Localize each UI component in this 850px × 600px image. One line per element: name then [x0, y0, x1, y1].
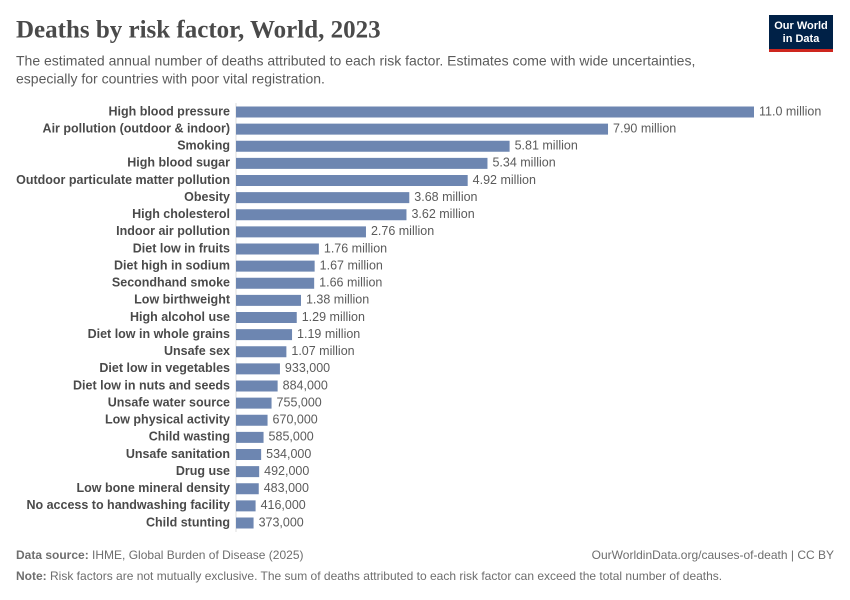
category-label: Diet low in whole grains [88, 327, 230, 341]
bar [236, 483, 259, 495]
value-label: 3.68 million [414, 190, 477, 204]
bar [236, 414, 268, 426]
bar [236, 140, 510, 152]
category-label: Diet low in fruits [133, 241, 230, 255]
bar [236, 466, 260, 478]
bar [236, 157, 488, 169]
value-label: 416,000 [261, 498, 306, 512]
chart-title: Deaths by risk factor, World, 2023 [16, 17, 381, 44]
bar [236, 397, 272, 409]
bar [236, 209, 407, 221]
bar [236, 192, 410, 204]
bar [236, 294, 301, 306]
category-label: Child stunting [146, 515, 230, 529]
category-label: Low birthweight [134, 293, 231, 307]
bar [236, 500, 256, 512]
value-label: 2.76 million [371, 224, 434, 238]
bar [236, 277, 315, 289]
bar [236, 243, 319, 255]
value-label: 7.90 million [613, 121, 676, 135]
category-label: High cholesterol [132, 207, 230, 221]
category-label: Unsafe sanitation [126, 447, 230, 461]
source-label: Data source: [16, 548, 89, 562]
category-label: High blood sugar [127, 156, 230, 170]
bar [236, 517, 254, 529]
category-label: Air pollution (outdoor & indoor) [43, 121, 230, 135]
value-label: 670,000 [273, 413, 318, 427]
bar [236, 329, 293, 341]
value-label: 483,000 [264, 481, 309, 495]
bar [236, 226, 366, 238]
value-label: 585,000 [269, 430, 314, 444]
category-label: No access to handwashing facility [26, 498, 230, 512]
value-label: 1.19 million [297, 327, 360, 341]
value-label: 373,000 [259, 515, 304, 529]
bar [236, 312, 297, 323]
note: Note: Risk factors are not mutually excl… [16, 569, 722, 583]
category-label: Unsafe water source [108, 395, 230, 409]
value-label: 11.0 million [759, 104, 821, 118]
note-text: Risk factors are not mutually exclusive.… [50, 569, 722, 583]
category-label: Diet low in vegetables [99, 361, 230, 375]
logo-box [769, 15, 833, 50]
subtitle: The estimated annual number of deaths at… [16, 53, 695, 69]
bar [236, 123, 609, 135]
value-label: 1.66 million [319, 276, 382, 290]
category-label: Low bone mineral density [77, 481, 231, 495]
value-label: 1.29 million [302, 310, 365, 324]
source: Data source: IHME, Global Burden of Dise… [16, 548, 303, 562]
bar [236, 175, 468, 186]
category-label: High blood pressure [108, 104, 230, 118]
category-label: Low physical activity [105, 413, 230, 427]
bar [236, 380, 278, 392]
category-label: Drug use [176, 464, 230, 478]
category-label: Diet high in sodium [114, 258, 230, 272]
bar [236, 431, 264, 443]
value-label: 755,000 [277, 395, 322, 409]
category-label: Secondhand smoke [112, 276, 230, 290]
value-label: 4.92 million [473, 173, 536, 187]
bar [236, 260, 315, 272]
value-label: 884,000 [283, 378, 328, 392]
value-label: 933,000 [285, 361, 330, 375]
bar [236, 106, 754, 118]
logo-stripe [769, 49, 833, 52]
category-label: Smoking [177, 139, 230, 153]
value-label: 534,000 [266, 447, 311, 461]
source-text: IHME, Global Burden of Disease (2025) [92, 548, 303, 562]
subtitle: especially for countries with poor vital… [16, 71, 325, 87]
logo[interactable]: Our World in Data [769, 15, 833, 52]
category-label: Child wasting [149, 430, 230, 444]
note-label: Note: [16, 569, 47, 583]
category-label: Obesity [184, 190, 230, 204]
bar [236, 363, 280, 375]
category-label: Diet low in nuts and seeds [73, 378, 230, 392]
logo-text: Our World [774, 20, 828, 32]
value-label: 5.81 million [515, 139, 578, 153]
value-label: 5.34 million [492, 156, 555, 170]
value-label: 492,000 [264, 464, 309, 478]
category-label: Outdoor particulate matter pollution [16, 173, 230, 187]
value-label: 1.76 million [324, 241, 387, 255]
category-label: Indoor air pollution [116, 224, 230, 238]
value-label: 3.62 million [411, 207, 474, 221]
category-label: High alcohol use [130, 310, 230, 324]
url[interactable]: OurWorldinData.org/causes-of-death | CC … [592, 548, 834, 562]
value-label: 1.67 million [320, 258, 383, 272]
bar [236, 449, 262, 460]
value-label: 1.38 million [306, 293, 369, 307]
logo-text: in Data [783, 33, 821, 45]
category-label: Unsafe sex [164, 344, 230, 358]
value-label: 1.07 million [291, 344, 354, 358]
bar [236, 346, 287, 358]
